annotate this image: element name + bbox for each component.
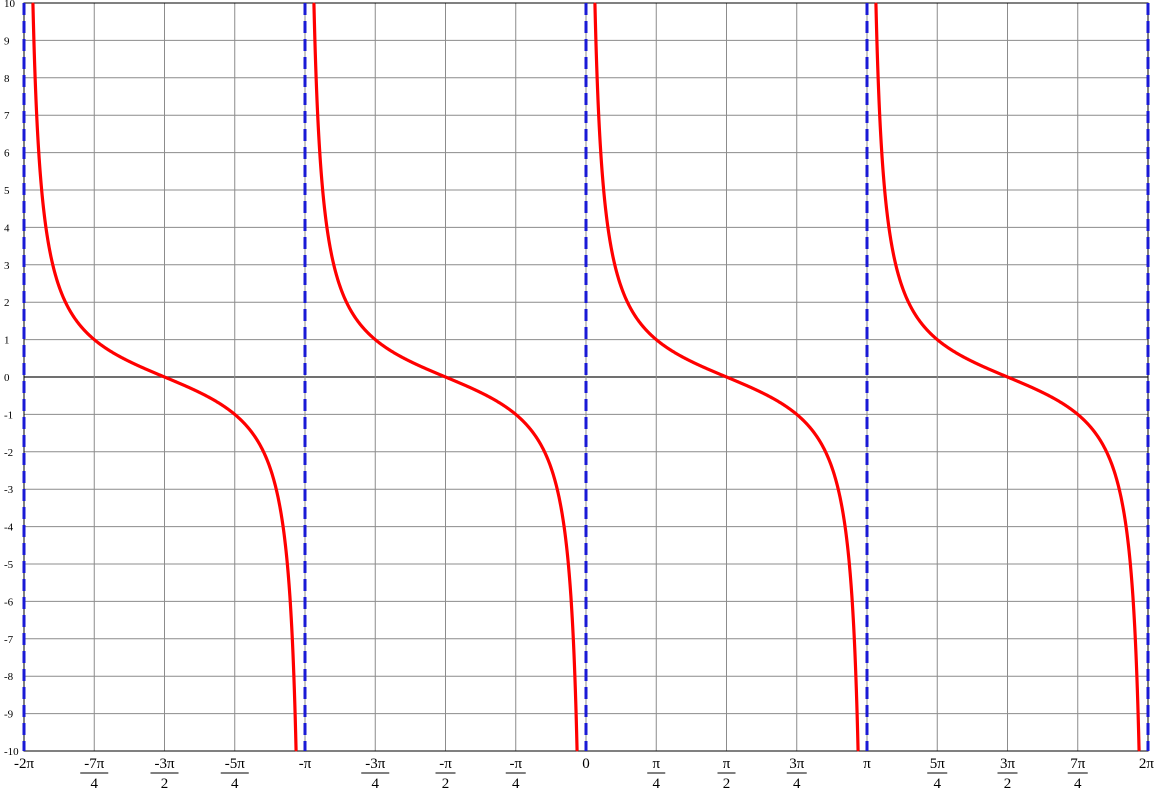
x-tick-numerator: -π — [509, 756, 522, 772]
x-tick-denominator: 4 — [653, 776, 661, 790]
x-tick-denominator: 4 — [372, 776, 380, 790]
x-tick-denominator: 4 — [793, 776, 801, 790]
x-tick-numerator: π — [723, 756, 731, 772]
x-tick-label: 3π4 — [786, 756, 807, 790]
x-tick-numerator: -π — [439, 756, 452, 772]
x-tick-label: -π — [299, 756, 312, 772]
y-tick-label: 0 — [4, 372, 10, 384]
x-tick-label: 5π4 — [927, 756, 948, 790]
x-tick-label: π4 — [647, 756, 666, 790]
x-tick-numerator: 3π — [789, 756, 805, 772]
x-tick-numerator: 3π — [1000, 756, 1016, 772]
y-tick-label: -9 — [4, 709, 14, 721]
x-tick-denominator: 2 — [442, 776, 450, 790]
x-tick-denominator: 4 — [231, 776, 239, 790]
y-tick-label: -5 — [4, 559, 14, 571]
curve-branch-2 — [312, 2, 579, 752]
x-tick-label: -π 4 — [505, 756, 526, 790]
y-tick-label: 8 — [4, 73, 10, 85]
y-tick-label: -7 — [4, 634, 14, 646]
curve-series — [31, 2, 1141, 752]
y-tick-label: 9 — [4, 35, 10, 47]
y-tick-label: 7 — [4, 110, 10, 122]
y-tick-label: -8 — [4, 671, 14, 683]
y-tick-label: -6 — [4, 596, 14, 608]
x-tick-denominator: 4 — [91, 776, 99, 790]
y-tick-label: 5 — [4, 185, 10, 197]
x-tick-numerator: 7π — [1070, 756, 1086, 772]
x-tick-text: π — [863, 756, 871, 772]
curve-branch-3 — [593, 2, 860, 752]
x-tick-numerator: -3π — [365, 756, 385, 772]
x-tick-denominator: 2 — [161, 776, 169, 790]
x-tick-text: 2π — [1139, 756, 1155, 772]
y-tick-label: -2 — [4, 447, 13, 459]
x-tick-denominator: 4 — [934, 776, 942, 790]
y-tick-label: 10 — [4, 0, 16, 10]
x-tick-numerator: π — [652, 756, 660, 772]
x-tick-numerator: -3π — [154, 756, 174, 772]
x-tick-label: π2 — [717, 756, 736, 790]
x-tick-label: 0 — [582, 756, 590, 772]
x-tick-label: -5π4 — [220, 756, 249, 790]
y-tick-label: 2 — [4, 297, 10, 309]
y-tick-label: 6 — [4, 148, 10, 160]
y-tick-label: 4 — [4, 222, 10, 234]
x-tick-text: 0 — [582, 756, 590, 772]
x-tick-numerator: -5π — [225, 756, 245, 772]
x-tick-numerator: 5π — [930, 756, 946, 772]
x-tick-denominator: 4 — [1074, 776, 1082, 790]
x-tick-label: 7π4 — [1067, 756, 1088, 790]
x-tick-label: 3π2 — [997, 756, 1018, 790]
curve-branch-4 — [874, 2, 1141, 752]
y-tick-label: -10 — [4, 746, 19, 758]
y-tick-label: -3 — [4, 484, 14, 496]
y-tick-label: 3 — [4, 260, 10, 272]
x-tick-label: π — [863, 756, 871, 772]
x-tick-denominator: 2 — [723, 776, 731, 790]
x-tick-label: -π 2 — [435, 756, 456, 790]
x-tick-label: 2π — [1139, 756, 1155, 772]
y-tick-label: -4 — [4, 522, 14, 534]
x-tick-text: -π — [299, 756, 312, 772]
x-tick-text: -2π — [14, 756, 34, 772]
x-tick-numerator: -7π — [84, 756, 104, 772]
x-tick-denominator: 4 — [512, 776, 520, 790]
x-tick-label: -2π — [14, 756, 34, 772]
y-tick-label: 1 — [4, 335, 10, 347]
x-tick-label: -3π4 — [361, 756, 390, 790]
x-tick-denominator: 2 — [1004, 776, 1012, 790]
curve-branch-1 — [31, 2, 298, 752]
y-tick-label: -1 — [4, 409, 13, 421]
asymptotes — [22, 3, 1150, 751]
x-tick-label: -3π2 — [150, 756, 179, 790]
x-tick-label: -7π4 — [80, 756, 109, 790]
